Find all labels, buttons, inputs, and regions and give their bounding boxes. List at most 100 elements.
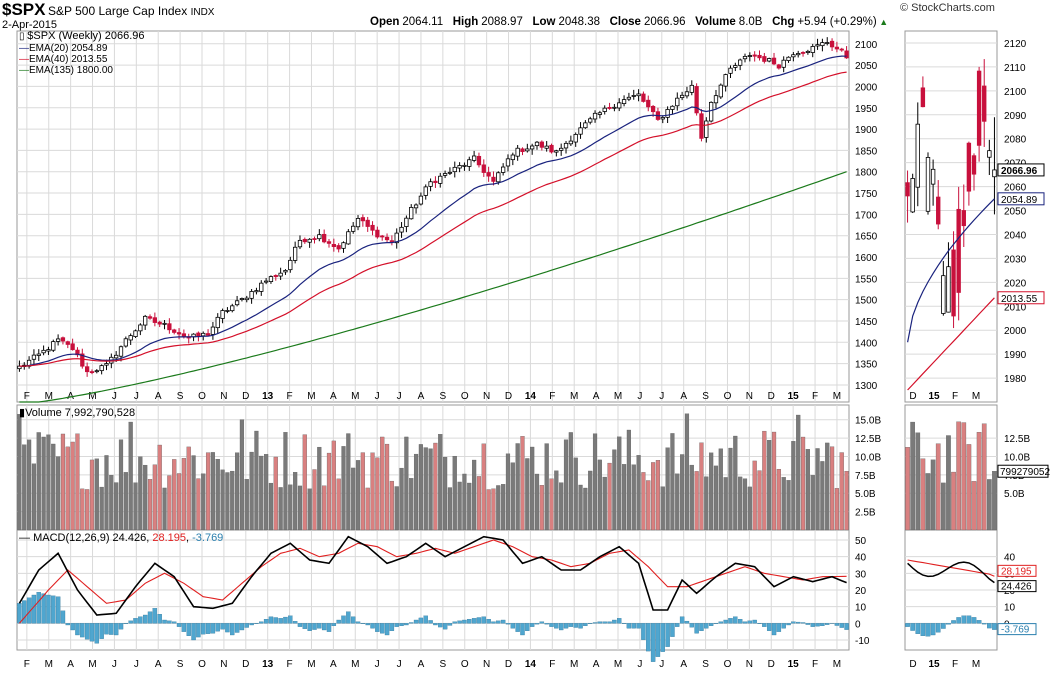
volume-y-tick: 7.5B <box>855 471 876 482</box>
price-x-tick: F <box>24 391 30 402</box>
candle <box>578 127 583 135</box>
candle <box>423 186 428 196</box>
candle <box>360 217 366 222</box>
price-x-tick: S <box>440 391 447 402</box>
candle <box>607 107 612 109</box>
volume-bar <box>621 464 627 531</box>
macd-histogram-bar <box>94 623 100 644</box>
macd-x-tick: F <box>287 659 293 670</box>
volume-bar <box>322 485 327 531</box>
inset-volume-bar <box>941 482 946 531</box>
inset-macd-histogram-bar <box>935 623 941 633</box>
macd-histogram-bar <box>239 623 245 631</box>
macd-x-tick: A <box>593 659 600 670</box>
macd-histogram-bar <box>670 623 675 637</box>
legend-ema135: —EMA(135) 1800.00 <box>19 65 113 76</box>
inset-macd-histogram-bar <box>992 623 997 630</box>
candle <box>525 148 530 152</box>
macd-histogram-bar <box>694 623 699 634</box>
macd-histogram-bar <box>55 596 61 624</box>
candle <box>336 245 341 250</box>
macd-histogram-bar <box>737 619 743 624</box>
macd-histogram-bar <box>452 621 457 624</box>
open-value: 2064.11 <box>402 16 444 28</box>
macd-histogram-bar <box>346 611 351 624</box>
candle <box>670 105 675 110</box>
volume-bar <box>438 434 443 531</box>
macd-histogram-bar <box>612 619 617 624</box>
macd-histogram-bar <box>617 618 622 624</box>
price-x-tick: A <box>418 391 425 402</box>
volume-bar <box>205 452 211 531</box>
price-x-tick: 14 <box>525 391 537 402</box>
candle <box>704 120 709 138</box>
volume-bar <box>583 487 588 531</box>
inset-macd-histogram-bar <box>956 617 961 624</box>
inset-y-tick: 2020 <box>1004 278 1027 289</box>
macd-x-tick: J <box>375 659 380 670</box>
candle <box>292 246 298 261</box>
candle <box>834 46 840 50</box>
volume-bar <box>104 455 109 531</box>
candle <box>544 145 549 149</box>
price-y-tick: 1850 <box>855 146 878 157</box>
macd-histogram-bar <box>679 616 685 624</box>
volume-bar <box>404 436 409 531</box>
candle <box>825 42 830 44</box>
macd-histogram-bar <box>109 623 114 635</box>
macd-flag-label: 28.195 <box>1001 566 1032 577</box>
inset-volume-bar <box>915 432 921 531</box>
macd-histogram-bar <box>147 611 153 624</box>
inset-macd-histogram-bar <box>946 623 951 625</box>
inset-volume-bar <box>961 422 967 531</box>
macd-histogram-bar <box>123 623 129 624</box>
macd-x-tick: O <box>198 659 206 670</box>
candle <box>500 166 506 173</box>
macd-histogram-bar <box>626 623 632 629</box>
volume-bar <box>689 464 694 531</box>
macd-histogram-bar <box>766 623 772 631</box>
macd-histogram-bar <box>650 623 656 662</box>
macd-histogram-bar <box>510 623 516 629</box>
inset-volume-bar <box>976 432 982 531</box>
macd-y-tick: -10 <box>855 636 870 647</box>
volume-bar <box>578 484 583 531</box>
inset-macd-histogram-bar <box>915 623 921 634</box>
macd-histogram-bar <box>263 619 269 624</box>
macd-histogram-bar <box>839 623 844 628</box>
candle <box>757 54 762 59</box>
candle <box>288 259 293 271</box>
macd-histogram-bar <box>631 623 636 629</box>
volume-bar <box>728 447 733 531</box>
macd-flag <box>997 580 1037 593</box>
volume-bar <box>786 480 791 531</box>
volume-bar <box>820 461 825 531</box>
macd-x-tick: D <box>768 659 775 670</box>
inset-macd-y-tick: 10 <box>1004 603 1016 614</box>
macd-x-tick: 15 <box>788 659 800 670</box>
inset-y-tick: 2060 <box>1004 183 1027 194</box>
volume-bar <box>418 444 423 531</box>
volume-bar <box>128 421 133 531</box>
candle <box>781 59 786 68</box>
candle <box>520 148 525 152</box>
macd-x-tick: M <box>307 659 315 670</box>
macd-histogram-bar <box>75 623 80 636</box>
candle <box>65 341 70 345</box>
candle <box>230 305 235 312</box>
price-x-tick: 15 <box>788 391 800 402</box>
macd-histogram-bar <box>641 623 646 640</box>
volume-bar <box>307 488 312 531</box>
macd-x-tick: J <box>397 659 402 670</box>
candle <box>636 93 641 97</box>
macd-histogram-bar <box>99 623 104 639</box>
volume-bar <box>704 476 709 531</box>
price-x-tick: M <box>833 391 841 402</box>
copyright[interactable]: © StockCharts.com <box>900 2 995 14</box>
inset-price-flag <box>997 163 1045 177</box>
macd-histogram-bar <box>655 623 661 657</box>
inset-volume-bar <box>930 459 936 531</box>
candle <box>660 117 665 120</box>
candle <box>138 324 143 332</box>
inset-macd-histogram-bar <box>941 623 946 629</box>
